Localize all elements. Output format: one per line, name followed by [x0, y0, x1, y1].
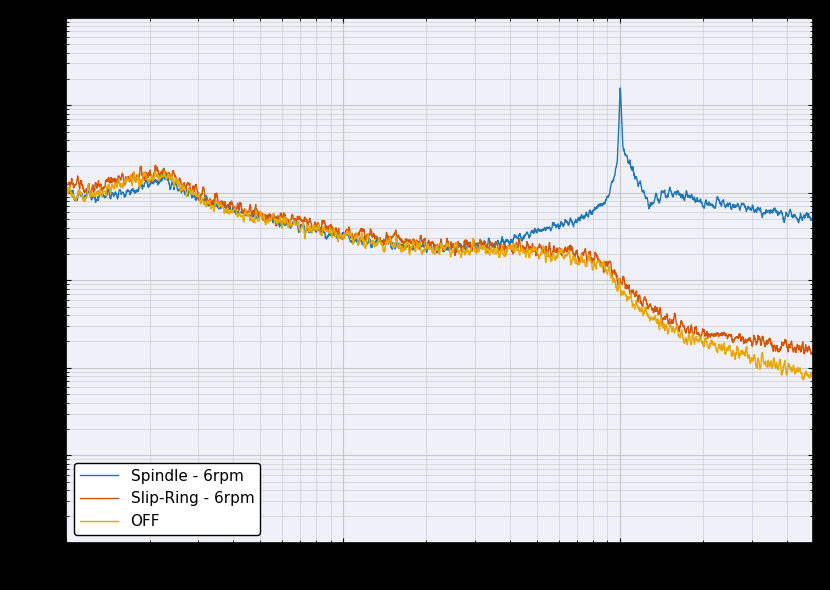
OFF: [147, 173, 157, 180]
OFF: [380, 242, 390, 250]
OFF: [348, 240, 358, 247]
Spindle - 6rpm: [808, 209, 818, 216]
Slip-Ring - 6rpm: [61, 179, 71, 186]
Slip-Ring - 6rpm: [147, 175, 157, 182]
Spindle - 6rpm: [348, 239, 358, 246]
Spindle - 6rpm: [794, 216, 804, 223]
Spindle - 6rpm: [147, 177, 157, 184]
Line: Spindle - 6rpm: Spindle - 6rpm: [66, 88, 813, 253]
Slip-Ring - 6rpm: [348, 238, 358, 245]
OFF: [61, 186, 71, 193]
Slip-Ring - 6rpm: [150, 162, 160, 169]
Spindle - 6rpm: [380, 238, 390, 245]
Slip-Ring - 6rpm: [714, 333, 724, 340]
Slip-Ring - 6rpm: [806, 350, 816, 358]
Line: OFF: OFF: [66, 171, 813, 382]
Spindle - 6rpm: [714, 195, 724, 202]
OFF: [159, 168, 169, 175]
Spindle - 6rpm: [615, 84, 625, 91]
Spindle - 6rpm: [432, 249, 442, 256]
OFF: [808, 379, 818, 386]
Spindle - 6rpm: [61, 191, 71, 198]
Legend: Spindle - 6rpm, Slip-Ring - 6rpm, OFF: Spindle - 6rpm, Slip-Ring - 6rpm, OFF: [74, 463, 261, 535]
OFF: [794, 367, 804, 374]
Slip-Ring - 6rpm: [380, 236, 390, 243]
Spindle - 6rpm: [191, 195, 201, 202]
Slip-Ring - 6rpm: [808, 348, 818, 355]
OFF: [191, 192, 201, 199]
Slip-Ring - 6rpm: [794, 346, 804, 353]
Slip-Ring - 6rpm: [191, 181, 201, 188]
OFF: [714, 342, 724, 349]
Line: Slip-Ring - 6rpm: Slip-Ring - 6rpm: [66, 165, 813, 354]
